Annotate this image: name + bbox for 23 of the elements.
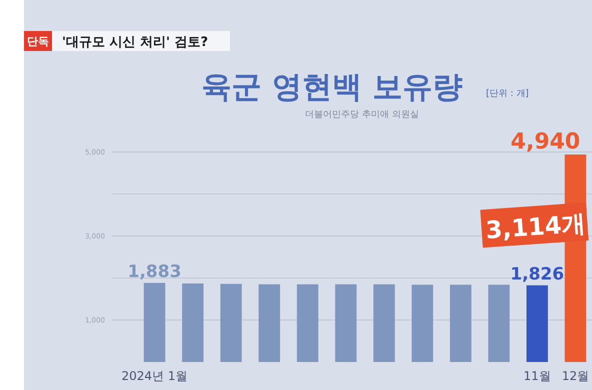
data-label: 1,826 [510,264,564,284]
bar [258,284,280,362]
x-tick-label: 2024년 1월 [122,369,188,383]
chart-title: 육군 영현백 보유량 [202,70,462,105]
bar [526,285,548,362]
text: '대규모 시신 처리' 검토? [62,35,208,50]
x-tick-label: 11월 [524,369,551,383]
annotation: 3,114개 [484,210,586,244]
bar [450,284,472,362]
bar [335,284,357,362]
bar [144,282,166,362]
bar [296,284,318,362]
text: [단위 : 개] [486,89,529,99]
bar [412,284,434,362]
chart-subtitle: 더불어민주당 추미애 의원실 [305,110,419,120]
bar [220,284,242,362]
bar [182,283,204,362]
x-tick-label: 12월 [562,369,590,383]
data-label: 1,883 [128,262,182,282]
bar [488,284,510,362]
text: 단독 [27,35,49,48]
data-label: 4,940 [510,130,580,155]
bar [373,284,395,362]
